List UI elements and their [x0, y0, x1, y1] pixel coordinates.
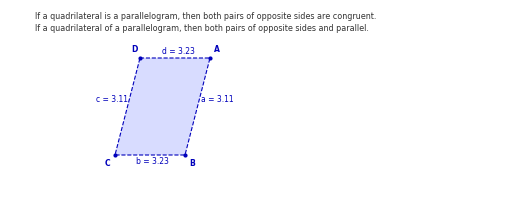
Text: c = 3.11: c = 3.11 — [96, 95, 128, 105]
Text: d = 3.23: d = 3.23 — [162, 48, 195, 57]
Text: D: D — [131, 46, 137, 54]
Polygon shape — [115, 58, 210, 155]
Text: C: C — [104, 159, 110, 167]
Text: a = 3.11: a = 3.11 — [201, 95, 233, 105]
Text: A: A — [214, 46, 220, 54]
Text: If a quadrilateral of a parallelogram, then both pairs of opposite sides and par: If a quadrilateral of a parallelogram, t… — [35, 24, 369, 33]
Text: B: B — [189, 159, 195, 167]
Text: If a quadrilateral is a parallelogram, then both pairs of opposite sides are con: If a quadrilateral is a parallelogram, t… — [35, 12, 376, 21]
Text: b = 3.23: b = 3.23 — [136, 157, 168, 167]
